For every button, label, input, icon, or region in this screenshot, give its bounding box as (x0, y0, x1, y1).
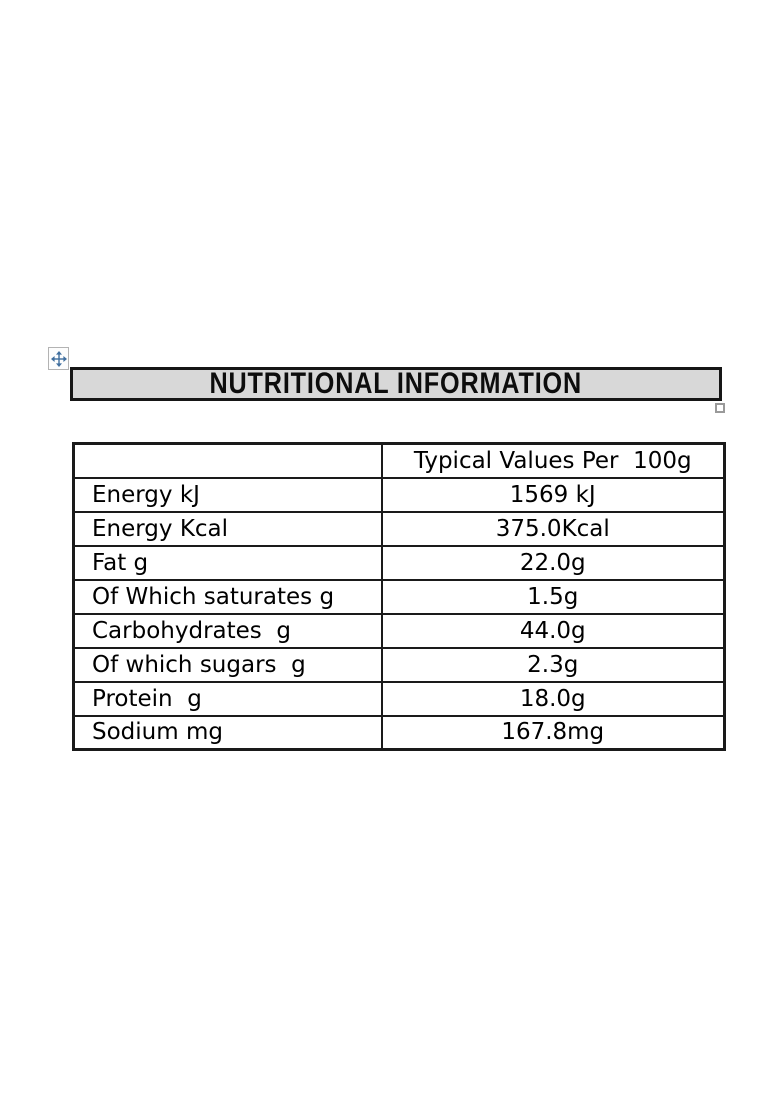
nutrient-value-cell[interactable]: 18.0g (380, 680, 726, 717)
nutrient-label-cell[interactable]: Energy Kcal (72, 510, 383, 547)
header-empty-cell[interactable] (72, 442, 383, 479)
table-row: Of which sugars g 2.3g (72, 646, 726, 683)
nutrient-value-cell[interactable]: 1.5g (380, 578, 726, 615)
header-values-cell[interactable]: Typical Values Per 100g (380, 442, 726, 479)
table-row: Energy kJ 1569 kJ (72, 476, 726, 513)
nutrient-label-cell[interactable]: Energy kJ (72, 476, 383, 513)
table-header-row: Typical Values Per 100g (72, 442, 726, 479)
nutrient-label-cell[interactable]: Sodium mg (72, 714, 383, 751)
table-row: Energy Kcal 375.0Kcal (72, 510, 726, 547)
nutrient-value-cell[interactable]: 167.8mg (380, 714, 726, 751)
nutrient-value-cell[interactable]: 375.0Kcal (380, 510, 726, 547)
nutrient-value-cell[interactable]: 2.3g (380, 646, 726, 683)
table-row: Fat g 22.0g (72, 544, 726, 581)
nutrient-label-cell[interactable]: Protein g (72, 680, 383, 717)
resize-handle[interactable] (715, 403, 725, 413)
nutrient-label-cell[interactable]: Of Which saturates g (72, 578, 383, 615)
nutrient-value-cell[interactable]: 1569 kJ (380, 476, 726, 513)
nutrition-table-body: Typical Values Per 100g Energy kJ 1569 k… (72, 442, 726, 751)
nutrient-value-cell[interactable]: 44.0g (380, 612, 726, 649)
nutrient-label-cell[interactable]: Fat g (72, 544, 383, 581)
table-row: Protein g 18.0g (72, 680, 726, 717)
table-row: Carbohydrates g 44.0g (72, 612, 726, 649)
nutrient-label-cell[interactable]: Of which sugars g (72, 646, 383, 683)
nutrient-value-cell[interactable]: 22.0g (380, 544, 726, 581)
nutrition-table: Typical Values Per 100g Energy kJ 1569 k… (72, 442, 726, 751)
title-box[interactable]: NUTRITIONAL INFORMATION (70, 367, 722, 401)
nutrient-label-cell[interactable]: Carbohydrates g (72, 612, 383, 649)
move-handle[interactable] (48, 347, 69, 370)
page-title: NUTRITIONAL INFORMATION (209, 367, 583, 400)
move-icon (50, 350, 67, 367)
table-row: Of Which saturates g 1.5g (72, 578, 726, 615)
table-row: Sodium mg 167.8mg (72, 714, 726, 751)
